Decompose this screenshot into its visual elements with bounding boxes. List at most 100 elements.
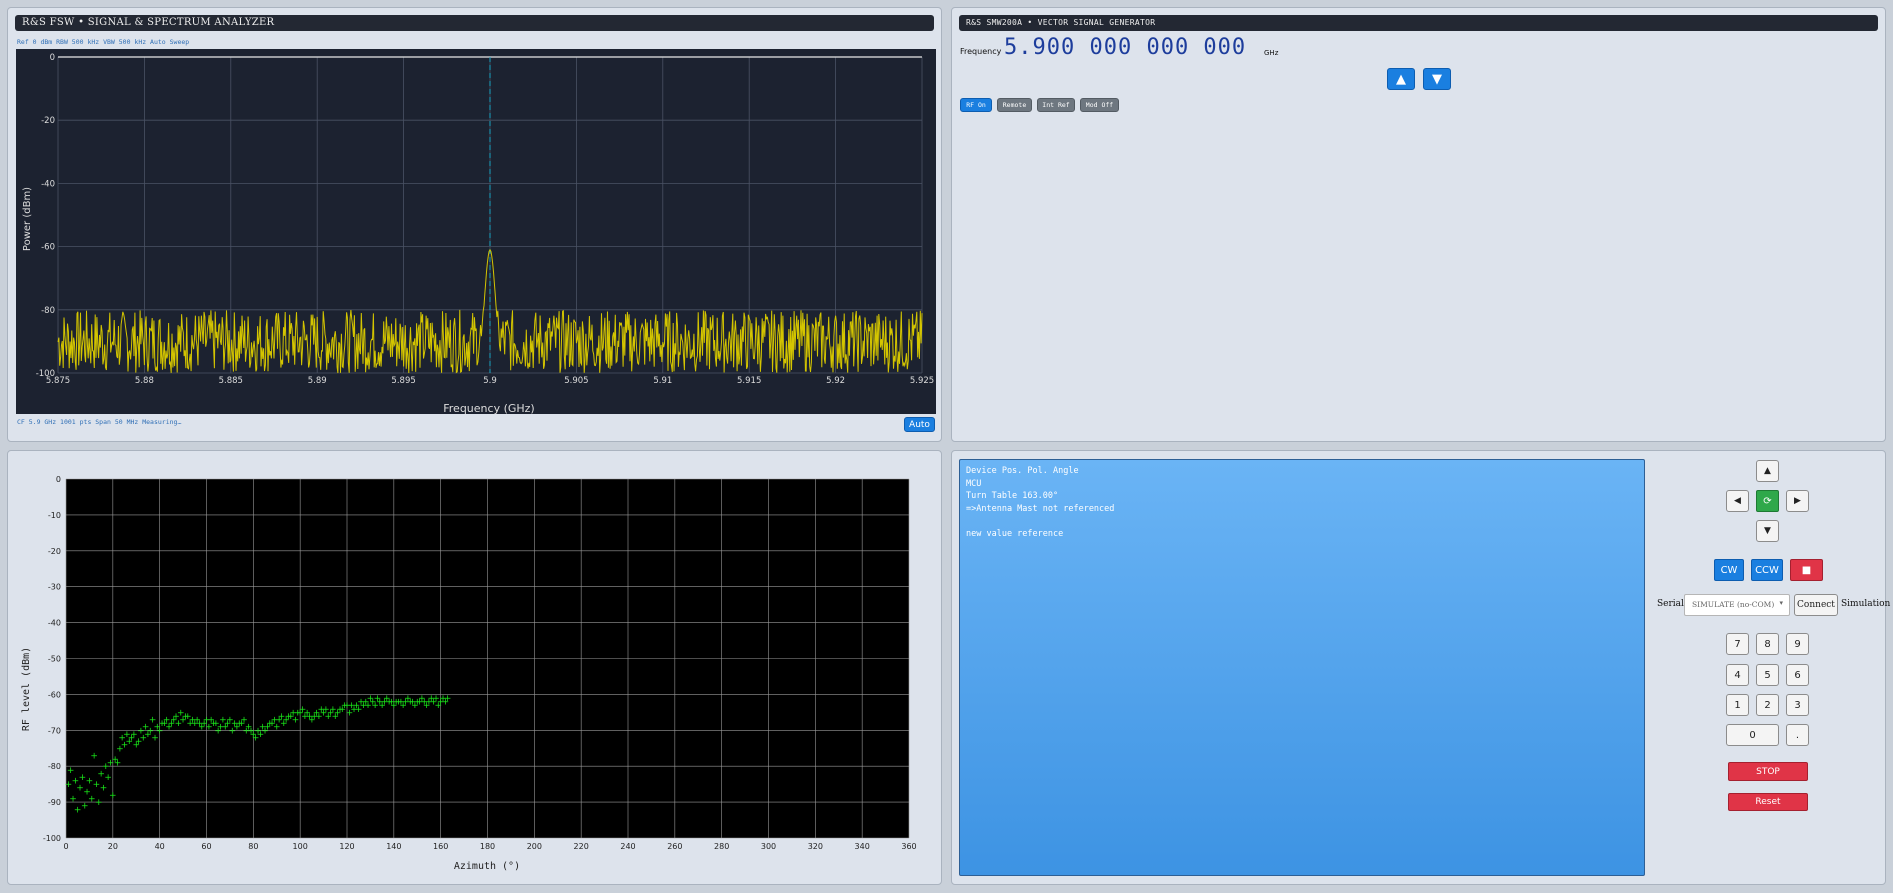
pattern-point: + (369, 698, 377, 708)
pattern-point: + (437, 698, 445, 708)
pattern-x-tick: 180 (480, 842, 495, 851)
frequency-value[interactable]: 5.900 000 000 000 (1004, 35, 1247, 60)
key-9[interactable]: 9 (1786, 633, 1809, 655)
pattern-point: + (348, 701, 356, 711)
spectrum-y-tick: -40 (41, 179, 55, 189)
pattern-y-tick: 0 (56, 475, 61, 484)
pattern-point: + (388, 698, 396, 708)
pattern-point: + (233, 723, 241, 733)
pattern-point: + (442, 698, 450, 708)
chevron-down-icon: ▾ (1779, 599, 1783, 607)
pattern-x-label: Azimuth (°) (454, 861, 520, 872)
spectrum-x-tick: 5.885 (219, 376, 243, 386)
pattern-point: + (355, 705, 363, 715)
pattern-point: + (357, 698, 365, 708)
pattern-point: + (385, 698, 393, 708)
frequency-up-button[interactable]: ▲ (1387, 68, 1415, 90)
stop-square-button[interactable]: ■ (1790, 559, 1823, 581)
key-6[interactable]: 6 (1786, 664, 1809, 686)
pattern-point: + (409, 698, 417, 708)
key-5[interactable]: 5 (1756, 664, 1779, 686)
chip-int-ref[interactable]: Int Ref (1037, 98, 1075, 112)
frequency-unit: GHz (1264, 49, 1279, 57)
pattern-x-tick: 120 (339, 842, 354, 851)
pattern-point: + (343, 701, 351, 711)
status-console: Device Pos. Pol. Angle MCU Turn Table 163.… (959, 459, 1645, 876)
nav-down-button[interactable]: ▼ (1756, 520, 1779, 542)
pattern-point: + (303, 708, 311, 718)
nav-right-button[interactable]: ▶ (1786, 490, 1809, 512)
pattern-point: + (158, 719, 166, 729)
spectrum-x-tick: 5.9 (483, 376, 497, 386)
key-4[interactable]: 4 (1726, 664, 1749, 686)
pattern-point: + (266, 719, 274, 729)
pattern-point: + (179, 716, 187, 726)
auto-button[interactable]: Auto (904, 417, 935, 432)
pattern-point: + (364, 701, 372, 711)
pattern-point: + (90, 751, 98, 761)
pattern-point: + (161, 719, 169, 729)
nav-home-button[interactable]: ⟳ (1756, 490, 1779, 512)
spectrum-y-tick: -80 (41, 306, 55, 316)
chip-mod-off[interactable]: Mod Off (1080, 98, 1119, 112)
pattern-y-tick: -40 (48, 619, 61, 628)
key-7[interactable]: 7 (1726, 633, 1749, 655)
pattern-point: + (395, 698, 403, 708)
key-decimal[interactable]: . (1786, 724, 1809, 746)
key-1[interactable]: 1 (1726, 694, 1749, 716)
pattern-point: + (151, 733, 159, 743)
pattern-point: + (93, 780, 101, 790)
pattern-point: + (381, 698, 389, 708)
reset-button[interactable]: Reset (1728, 793, 1808, 811)
pattern-point: + (296, 708, 304, 718)
spectrum-x-tick: 5.915 (737, 376, 761, 386)
spectrum-x-label: Frequency (GHz) (443, 402, 534, 414)
pattern-point: + (390, 701, 398, 711)
pattern-x-tick: 40 (155, 842, 165, 851)
pattern-point: + (156, 726, 164, 736)
serial-select[interactable]: SIMULATE (no-COM) ▾ (1684, 594, 1790, 616)
pattern-x-tick: 140 (386, 842, 401, 851)
pattern-point: + (142, 723, 150, 733)
pattern-point: + (74, 805, 82, 815)
pattern-point: + (219, 716, 227, 726)
pattern-point: + (275, 716, 283, 726)
pattern-point: + (374, 694, 382, 704)
pattern-point: + (170, 716, 178, 726)
pattern-point: + (240, 716, 248, 726)
spectrum-x-tick: 5.92 (826, 376, 845, 386)
pattern-point: + (320, 708, 328, 718)
pattern-x-tick: 20 (108, 842, 118, 851)
ccw-button[interactable]: CCW (1751, 559, 1783, 581)
cw-button[interactable]: CW (1714, 559, 1744, 581)
key-2[interactable]: 2 (1756, 694, 1779, 716)
frequency-label: Frequency (960, 47, 1002, 56)
connect-button[interactable]: Connect (1794, 594, 1838, 616)
key-0[interactable]: 0 (1726, 724, 1779, 746)
pattern-point: + (184, 712, 192, 722)
chip-rf-on[interactable]: RF On (960, 98, 992, 112)
nav-up-button[interactable]: ▲ (1756, 460, 1779, 482)
pattern-x-tick: 280 (714, 842, 729, 851)
pattern-point: + (135, 737, 143, 747)
pattern-point: + (177, 708, 185, 718)
chip-remote[interactable]: Remote (997, 98, 1032, 112)
console-line: =>Antenna Mast not referenced (966, 503, 1115, 514)
pattern-point: + (228, 726, 236, 736)
frequency-down-button[interactable]: ▼ (1423, 68, 1451, 90)
pattern-point: + (252, 733, 260, 743)
key-8[interactable]: 8 (1756, 633, 1779, 655)
spectrum-y-label: Power (dBm) (22, 187, 33, 251)
pattern-point: + (200, 719, 208, 729)
pattern-point: + (294, 708, 302, 718)
pattern-point: + (402, 698, 410, 708)
pattern-point: + (109, 791, 117, 801)
stop-button[interactable]: STOP (1728, 762, 1808, 781)
pattern-x-tick: 340 (855, 842, 870, 851)
pattern-point: + (111, 755, 119, 765)
key-3[interactable]: 3 (1786, 694, 1809, 716)
pattern-point: + (334, 708, 342, 718)
nav-left-button[interactable]: ◀ (1726, 490, 1749, 512)
pattern-point: + (360, 701, 368, 711)
pattern-point: + (310, 712, 318, 722)
